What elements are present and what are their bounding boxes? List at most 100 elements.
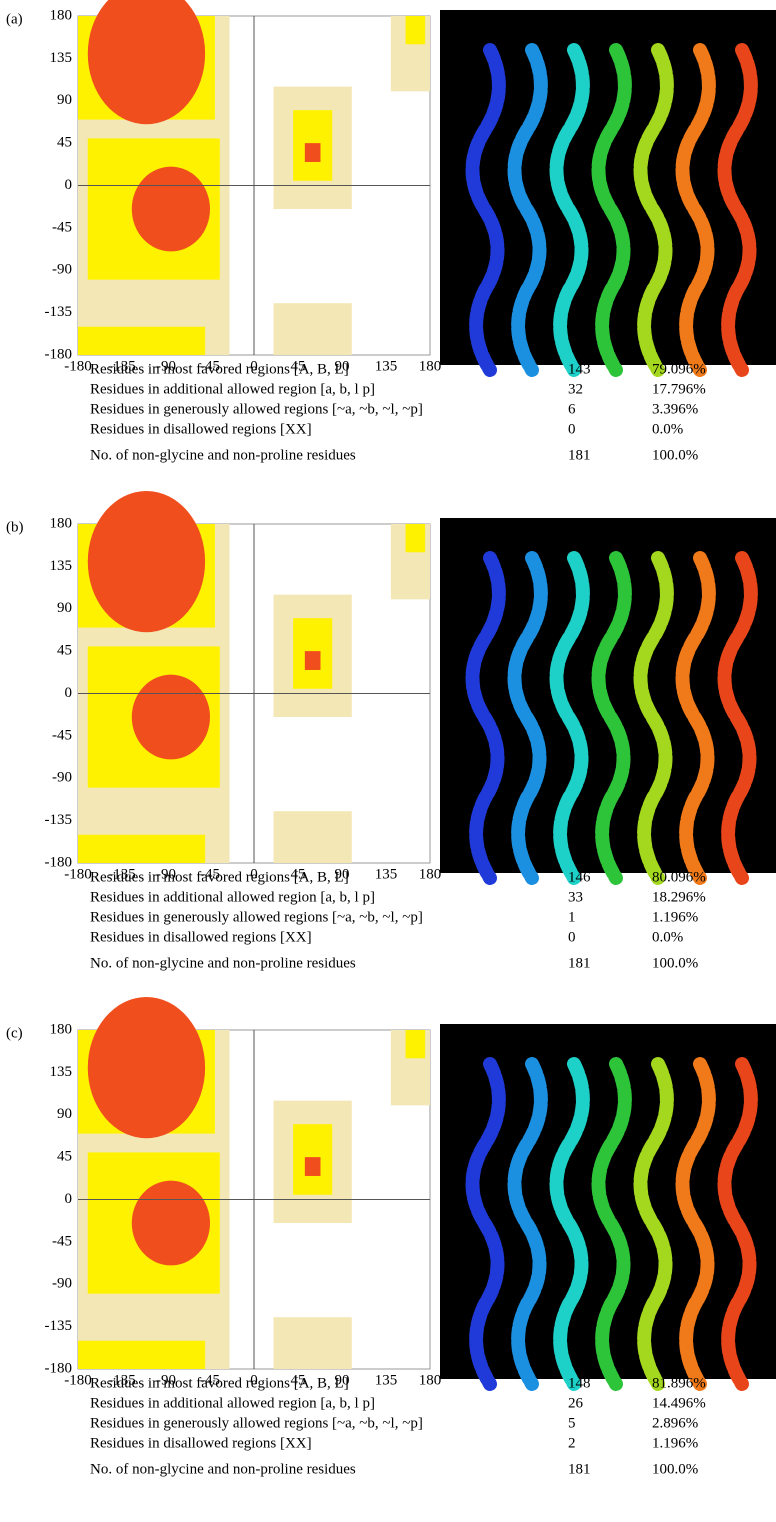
panel-label: (b) xyxy=(6,519,24,535)
y-tick-label: 0 xyxy=(65,685,73,701)
table-percent: 81.896% xyxy=(652,1375,706,1391)
y-tick-label: -135 xyxy=(45,812,73,828)
y-tick-label: 180 xyxy=(50,1021,73,1037)
panel-label: (c) xyxy=(6,1025,23,1041)
table-percent: 100.0% xyxy=(652,955,698,971)
x-tick-label: 135 xyxy=(375,866,398,882)
table-percent: 14.496% xyxy=(652,1395,706,1411)
x-tick-label: -180 xyxy=(64,358,92,374)
table-percent: 0.0% xyxy=(652,929,683,945)
y-tick-label: -135 xyxy=(45,304,73,320)
table-label: Residues in generously allowed regions [… xyxy=(90,401,423,417)
allowed-region xyxy=(406,1030,426,1058)
table-percent: 3.396% xyxy=(652,401,698,417)
table-label: No. of non-glycine and non-proline resid… xyxy=(90,955,356,971)
table-label: Residues in most favored regions [A, B, … xyxy=(90,361,349,377)
favored-region xyxy=(132,167,210,252)
y-tick-label: 135 xyxy=(50,558,73,574)
y-tick-label: 90 xyxy=(57,92,72,108)
table-count: 33 xyxy=(568,889,583,905)
table-percent: 17.796% xyxy=(652,381,706,397)
y-tick-label: 180 xyxy=(50,7,73,23)
table-count: 0 xyxy=(568,421,576,437)
table-count: 181 xyxy=(568,1461,591,1477)
table-percent: 79.096% xyxy=(652,361,706,377)
allowed-region xyxy=(78,327,205,355)
table-count: 181 xyxy=(568,447,591,463)
table-percent: 18.296% xyxy=(652,889,706,905)
x-tick-label: 180 xyxy=(419,1372,442,1388)
favored-region xyxy=(88,491,205,632)
y-tick-label: 90 xyxy=(57,1106,72,1122)
generous-region xyxy=(274,811,352,863)
table-label: Residues in generously allowed regions [… xyxy=(90,909,423,925)
table-label: Residues in disallowed regions [XX] xyxy=(90,1435,312,1451)
table-label: Residues in generously allowed regions [… xyxy=(90,1415,423,1431)
table-count: 181 xyxy=(568,955,591,971)
table-label: Residues in most favored regions [A, B, … xyxy=(90,1375,349,1391)
y-tick-label: 0 xyxy=(65,1191,73,1207)
figure: 180 135 90 45 0 -45 -90 -135 -180 -180 -135 -90 -45 0… xyxy=(0,0,776,1522)
y-tick-label: -90 xyxy=(52,1276,72,1292)
x-tick-label: -180 xyxy=(64,866,92,882)
table-count: 1 xyxy=(568,909,576,925)
table-count: 148 xyxy=(568,1375,591,1391)
favored-region xyxy=(132,1181,210,1266)
allowed-region xyxy=(78,1341,205,1369)
table-count: 32 xyxy=(568,381,583,397)
y-tick-label: 45 xyxy=(57,643,72,659)
table-percent: 1.196% xyxy=(652,909,698,925)
favored-region xyxy=(88,997,205,1138)
generous-region xyxy=(274,1317,352,1369)
y-tick-label: 90 xyxy=(57,600,72,616)
y-tick-label: -90 xyxy=(52,770,72,786)
y-tick-label: 0 xyxy=(65,177,73,193)
favored-region xyxy=(305,1157,321,1176)
table-count: 5 xyxy=(568,1415,576,1431)
favored-region xyxy=(305,143,321,162)
y-tick-label: 45 xyxy=(57,1149,72,1165)
table-count: 0 xyxy=(568,929,576,945)
table-count: 6 xyxy=(568,401,576,417)
table-count: 26 xyxy=(568,1395,584,1411)
table-percent: 100.0% xyxy=(652,447,698,463)
table-percent: 1.196% xyxy=(652,1435,698,1451)
y-tick-label: -45 xyxy=(52,727,72,743)
y-tick-label: 45 xyxy=(57,135,72,151)
x-tick-label: -180 xyxy=(64,1372,92,1388)
y-tick-label: -45 xyxy=(52,219,72,235)
table-label: Residues in disallowed regions [XX] xyxy=(90,421,312,437)
y-tick-label: -45 xyxy=(52,1233,72,1249)
table-label: No. of non-glycine and non-proline resid… xyxy=(90,447,356,463)
table-percent: 2.896% xyxy=(652,1415,698,1431)
table-percent: 100.0% xyxy=(652,1461,698,1477)
allowed-region xyxy=(78,835,205,863)
allowed-region xyxy=(406,524,426,552)
y-tick-label: 180 xyxy=(50,515,73,531)
table-count: 146 xyxy=(568,869,591,885)
panel-label: (a) xyxy=(6,11,23,27)
allowed-region xyxy=(406,16,426,44)
x-tick-label: 180 xyxy=(419,866,442,882)
x-tick-label: 135 xyxy=(375,1372,398,1388)
y-tick-label: 135 xyxy=(50,50,73,66)
table-label: Residues in additional allowed region [a… xyxy=(90,1395,375,1411)
table-percent: 80.096% xyxy=(652,869,706,885)
table-label: Residues in most favored regions [A, B, … xyxy=(90,869,349,885)
y-tick-label: -135 xyxy=(45,1318,73,1334)
x-tick-label: 135 xyxy=(375,358,398,374)
x-tick-label: 180 xyxy=(419,358,442,374)
y-tick-label: -90 xyxy=(52,262,72,278)
table-label: No. of non-glycine and non-proline resid… xyxy=(90,1461,356,1477)
y-tick-label: 135 xyxy=(50,1064,73,1080)
favored-region xyxy=(305,651,321,670)
table-label: Residues in additional allowed region [a… xyxy=(90,889,375,905)
table-count: 2 xyxy=(568,1435,576,1451)
favored-region xyxy=(132,675,210,760)
table-label: Residues in additional allowed region [a… xyxy=(90,381,375,397)
generous-region xyxy=(274,303,352,355)
table-label: Residues in disallowed regions [XX] xyxy=(90,929,312,945)
